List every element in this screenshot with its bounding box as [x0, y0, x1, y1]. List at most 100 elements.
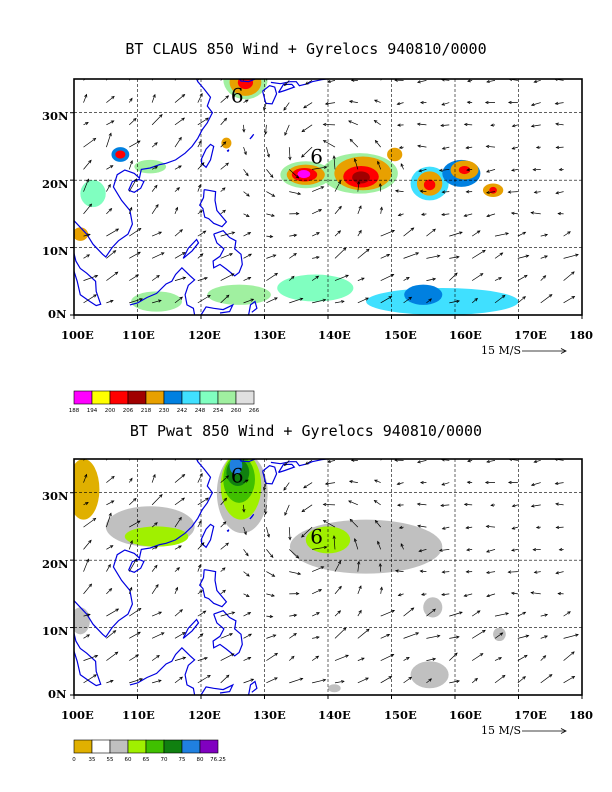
wind-arrow: [322, 520, 336, 528]
colorbar-swatch: [145, 390, 165, 405]
wind-arrow: [466, 168, 473, 172]
wind-arrow: [242, 504, 246, 513]
wind-arrow: [197, 92, 203, 103]
colorbar-swatch: [199, 739, 219, 754]
shaded-region: [328, 684, 341, 693]
wind-arrow: [311, 209, 323, 215]
wind-arrow: [311, 566, 325, 572]
wind-arrow: [380, 274, 395, 281]
coastline: [198, 569, 228, 608]
wind-arrow: [357, 628, 370, 639]
map-field: 66: [74, 79, 582, 315]
wind-arrow: [511, 146, 518, 150]
wind-arrow: [533, 190, 541, 194]
wind-arrow: [289, 275, 295, 281]
wind-arrow: [197, 117, 209, 126]
colorbar-swatch: [163, 390, 183, 405]
colorbar-label: 194: [87, 408, 98, 414]
wind-arrow: [494, 294, 506, 304]
wind-arrow: [220, 209, 226, 215]
wind-arrow: [540, 275, 547, 281]
wind-arrow: [463, 502, 473, 507]
wind-arrow: [484, 100, 496, 105]
wind-arrow: [517, 254, 530, 259]
wind-arrow: [128, 178, 137, 192]
wind-arrow: [106, 271, 119, 281]
wind-arrow: [197, 656, 208, 661]
shaded-region: [404, 284, 443, 305]
wind-arrow: [266, 634, 277, 639]
colorbar-swatch: [145, 739, 165, 754]
wind-arrow: [174, 187, 181, 192]
wind-arrow: [220, 633, 234, 639]
wind-arrow: [471, 610, 481, 617]
wind-arrow: [174, 474, 186, 483]
wind-arrow: [106, 120, 115, 126]
wind-arrow: [151, 184, 158, 192]
coastline: [212, 610, 243, 657]
wind-arrow: [465, 526, 473, 530]
wind-arrow: [266, 571, 276, 577]
wind-arrow: [396, 503, 404, 507]
shaded-region: [74, 227, 88, 241]
coastline: [226, 149, 230, 153]
wind-arrow: [357, 180, 361, 192]
wind-arrow: [332, 535, 336, 550]
wind-arrow: [289, 297, 304, 304]
wind-arrow: [106, 207, 113, 215]
lon-tick-label: 160E: [449, 328, 482, 342]
panel2-colorbar: 0 35 55 60 65 70 75 80 76.25: [72, 739, 226, 763]
wind-arrow: [398, 145, 404, 149]
wind-arrow: [128, 558, 137, 572]
wind-arrow: [324, 102, 336, 106]
wind-arrow: [403, 607, 415, 617]
lon-tick-label: 120E: [188, 328, 221, 342]
wind-vectors: [83, 459, 579, 684]
wind-arrow: [441, 570, 450, 574]
wind-arrow: [403, 657, 410, 661]
wind-arrow: [334, 274, 349, 281]
wind-arrow: [242, 124, 246, 133]
wind-arrow: [494, 657, 503, 661]
colorbar-swatch: [127, 739, 147, 754]
wind-arrow: [220, 117, 228, 126]
colorbar-label: 200: [105, 408, 116, 414]
wind-arrow: [426, 254, 441, 259]
wind-arrow: [129, 678, 143, 684]
wind-arrow: [151, 473, 156, 483]
coastline: [74, 234, 102, 307]
colorbar-swatch: [73, 739, 93, 754]
wind-arrow: [486, 459, 496, 464]
wind-arrow: [151, 583, 159, 595]
wind-arrow: [220, 589, 226, 595]
wind-arrow: [266, 652, 279, 661]
coastline: [226, 529, 230, 533]
wind-arrow: [357, 677, 369, 684]
wind-arrow: [558, 547, 564, 552]
wind-arrow: [289, 253, 297, 259]
wind-vectors: [83, 79, 579, 304]
shaded-region: [458, 165, 471, 175]
wind-arrow: [400, 543, 404, 550]
wind-arrow: [106, 95, 115, 103]
colorbar-label: 60: [125, 757, 132, 763]
wind-arrow: [421, 592, 427, 596]
lon-tick-label: 160E: [449, 708, 482, 722]
panel1-reference-vector-label: 15 M/S: [481, 344, 521, 357]
wind-arrow: [396, 482, 404, 486]
wind-arrow: [151, 655, 160, 661]
wind-arrow: [507, 570, 518, 574]
colorbar-label: 55: [107, 757, 114, 763]
wind-arrow: [266, 297, 278, 304]
wind-arrow: [312, 635, 320, 640]
coastline: [248, 680, 258, 695]
wind-arrow: [332, 155, 336, 170]
wind-arrow: [508, 480, 518, 485]
wind-arrow: [555, 191, 564, 195]
wind-arrow: [441, 102, 450, 106]
wind-arrow: [243, 213, 250, 217]
wind-arrow: [243, 549, 249, 557]
wind-arrow: [83, 203, 93, 215]
wind-arrow: [416, 80, 427, 84]
